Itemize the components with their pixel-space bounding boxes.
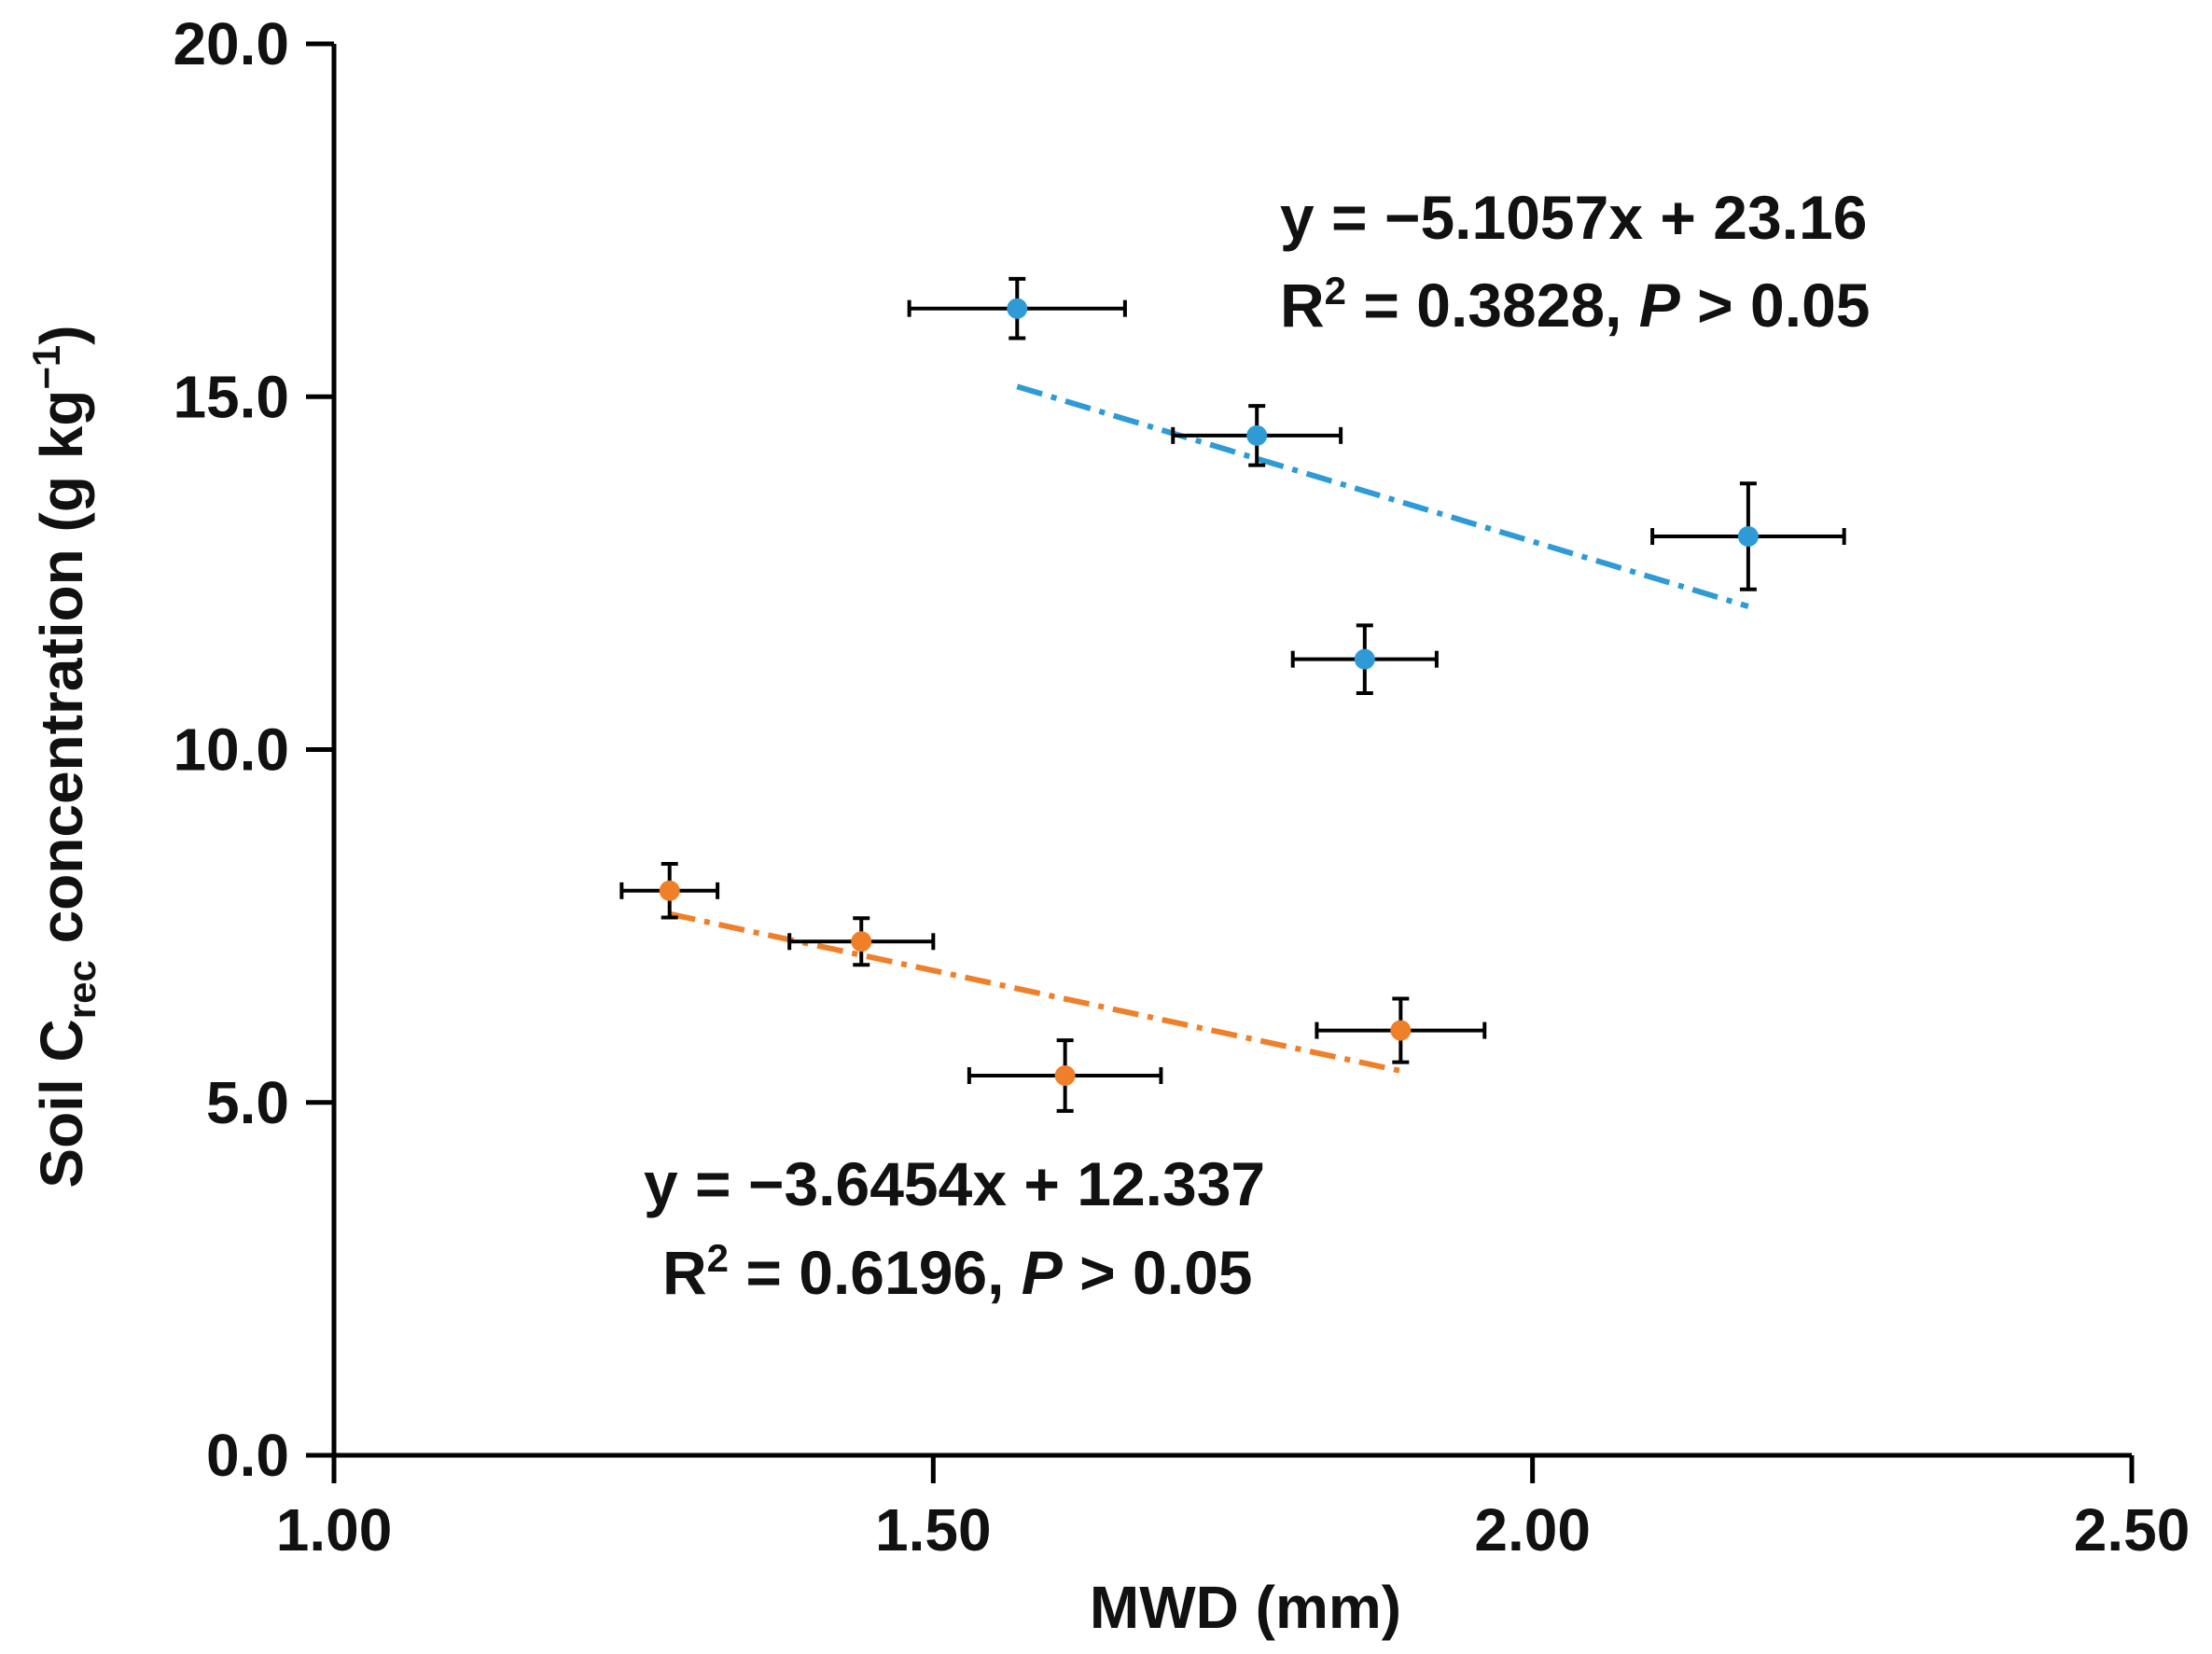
orange-data-point: [1390, 1020, 1412, 1041]
x-tick-label: 1.00: [276, 1496, 393, 1564]
blue-data-point: [1007, 298, 1028, 319]
orange-trendline: [669, 910, 1401, 1074]
y-tick-label: 10.0: [173, 716, 289, 784]
x-tick-label: 1.50: [875, 1496, 992, 1564]
y-tick-label: 20.0: [173, 10, 289, 77]
blue-data-point: [1246, 424, 1268, 446]
data-points: [659, 298, 1759, 1087]
y-tick-label: 0.0: [206, 1422, 289, 1489]
blue-data-point: [1737, 526, 1759, 548]
y-ticks: 0.0 5.0 10.0 15.0 20.0: [173, 10, 334, 1489]
y-tick-label: 15.0: [173, 363, 289, 430]
x-tick-label: 2.50: [2074, 1496, 2191, 1564]
blue-trendline: [1016, 383, 1749, 609]
x-axis-title: MWD (mm): [1090, 1574, 1401, 1641]
x-ticks: 1.00 1.50 2.00 2.50: [276, 1455, 2191, 1564]
y-tick-label: 5.0: [206, 1069, 289, 1136]
orange-data-point: [851, 931, 872, 952]
x-tick-label: 2.00: [1474, 1496, 1591, 1564]
orange-equation: y = −3.6454x + 12.337: [644, 1149, 1265, 1218]
error-bars: [619, 276, 1846, 1113]
blue-r2-stats: R2 = 0.3828, P > 0.05: [1280, 269, 1871, 340]
orange-r2-stats: R2 = 0.6196, P > 0.05: [662, 1236, 1253, 1307]
blue-equation: y = −5.1057x + 23.16: [1280, 183, 1867, 252]
orange-data-point: [1054, 1065, 1076, 1087]
trendlines: [669, 383, 1749, 1074]
blue-data-point: [1354, 648, 1375, 670]
y-axis-title: Soil Crec concentration (g kg−1): [24, 325, 104, 1188]
orange-data-point: [659, 880, 680, 901]
